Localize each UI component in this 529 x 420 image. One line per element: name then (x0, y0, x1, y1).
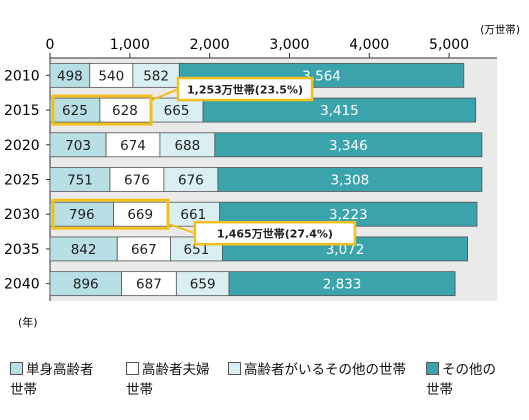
bar-data-label: 3,415 (320, 103, 359, 119)
bar-data-label: 3,346 (329, 138, 368, 154)
bar-data-label: 667 (131, 242, 157, 258)
bar-segment (49, 132, 107, 158)
bar-segment (121, 271, 177, 297)
bar-segment (214, 132, 483, 158)
x-tick-label: 4,000 (349, 37, 389, 53)
bar-segment (49, 271, 122, 297)
callout-label: 1,253万世帯(23.5%) (187, 83, 303, 97)
unit-label: (万世帯) (480, 23, 520, 36)
bar-segment (202, 97, 477, 123)
bar-data-label: 676 (124, 173, 150, 189)
bar-segment (175, 271, 230, 297)
bar-data-label: 659 (190, 277, 216, 293)
callout-connector (151, 88, 179, 101)
legend-swatch-with-elderly (228, 362, 241, 375)
callout-connector (168, 223, 196, 235)
x-tick-label: 2,000 (190, 37, 230, 53)
bar-segment (89, 62, 134, 88)
y-tick-label: 2015 (4, 103, 40, 119)
bar-data-label: 651 (184, 242, 210, 258)
stacked-bar-chart: 0 1,000 2,000 3,000 4,000 5,000 (万世帯) 2010 498 54… (4, 23, 520, 329)
bar-data-label: 498 (57, 68, 83, 84)
bar-segment (217, 167, 483, 192)
x-tick-label: 5,000 (429, 37, 469, 53)
bar-data-label: 688 (174, 138, 200, 154)
highlight-box (51, 198, 170, 230)
bar-data-label: 582 (143, 68, 169, 84)
bar-segment (49, 201, 114, 227)
bar-segment (116, 236, 171, 262)
legend-item-other: その他の 世帯 (426, 360, 496, 400)
bar-data-label: 628 (112, 103, 138, 119)
bar-segment (132, 62, 180, 88)
legend-swatch-single (10, 362, 23, 375)
bar-data-label: 796 (69, 207, 95, 223)
bar-segment (49, 167, 111, 192)
bar-segment (163, 167, 219, 192)
bar-data-label: 665 (164, 103, 190, 119)
highlight-box (51, 94, 153, 126)
legend-label-with-elderly: 高齢者がいるその他の世帯 (244, 362, 406, 378)
bar-segment (49, 97, 101, 123)
legend-label-couple-cont: 世帯 (126, 382, 153, 398)
bar-data-label: 674 (120, 138, 146, 154)
y-tick-label: 2020 (4, 138, 40, 154)
y-tick-label: 2035 (4, 242, 40, 258)
bar-segment (228, 271, 456, 297)
legend-swatch-other (426, 362, 439, 375)
bar-data-label: 751 (67, 173, 93, 189)
y-tick-label: 2030 (4, 207, 40, 223)
legend-item-elderly-couple: 高齢者夫婦 世帯 (126, 360, 210, 400)
bar-data-label: 687 (136, 277, 162, 293)
bar-data-label: 3,072 (326, 242, 365, 258)
y-tick-label: 2040 (4, 277, 40, 293)
legend-swatch-couple (126, 362, 139, 375)
bar-segment (159, 132, 216, 158)
x-tick-label: 0 (46, 37, 55, 53)
bar-data-label: 625 (62, 103, 88, 119)
x-tick-label: 3,000 (269, 37, 309, 53)
bar-data-label: 540 (98, 68, 124, 84)
bar-segment (99, 97, 151, 123)
legend-item-single-elderly: 単身高齢者 世帯 (10, 360, 94, 400)
bar-data-label: 703 (65, 138, 91, 154)
legend-label-couple: 高齢者夫婦 (142, 362, 210, 378)
bar-data-label: 896 (73, 277, 99, 293)
legend-item-with-elderly: 高齢者がいるその他の世帯 (228, 360, 406, 380)
bar-data-label: 676 (178, 173, 204, 189)
bar-segment (49, 62, 91, 88)
bar-data-label: 3,308 (331, 173, 370, 189)
bar-data-label: 661 (180, 207, 206, 223)
y-tick-label: 2010 (4, 68, 40, 84)
bar-segment (149, 97, 204, 123)
chart-legend: 単身高齢者 世帯 高齢者夫婦 世帯 高齢者がいるその他の世帯 その他の 世帯 (6, 360, 526, 418)
callout-box (193, 220, 357, 246)
bar-data-label: 842 (71, 242, 97, 258)
bar-segment (109, 167, 165, 192)
year-unit-label: (年) (18, 315, 38, 329)
x-tick-label: 1,000 (110, 37, 150, 53)
legend-label-other: その他の (442, 362, 496, 378)
bar-data-label: 3,223 (329, 207, 368, 223)
legend-label-other-cont: 世帯 (426, 382, 453, 398)
legend-label-single: 単身高齢者 (26, 362, 94, 378)
y-tick-label: 2025 (4, 173, 40, 189)
legend-label-single-cont: 世帯 (10, 382, 37, 398)
callout-label: 1,465万世帯(27.4%) (217, 227, 333, 241)
callout-box (176, 76, 314, 102)
bar-data-label: 669 (127, 207, 153, 223)
bar-data-label: 2,833 (323, 277, 362, 293)
